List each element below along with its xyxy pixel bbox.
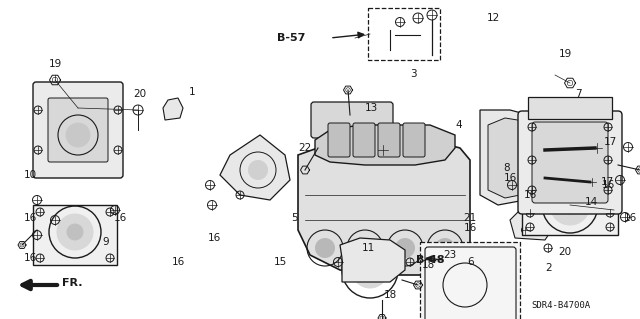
Text: 3: 3 — [410, 69, 416, 79]
Text: 16: 16 — [24, 213, 36, 223]
Polygon shape — [163, 98, 183, 120]
Text: 8: 8 — [504, 163, 510, 173]
FancyBboxPatch shape — [311, 102, 393, 138]
Text: 18: 18 — [383, 290, 397, 300]
Text: 16: 16 — [463, 223, 477, 233]
Circle shape — [395, 238, 415, 258]
Text: 17: 17 — [600, 177, 614, 187]
Text: 16: 16 — [113, 213, 127, 223]
Text: 18: 18 — [421, 260, 435, 270]
FancyBboxPatch shape — [320, 126, 384, 179]
Text: 19: 19 — [558, 49, 572, 59]
Text: 13: 13 — [364, 103, 378, 113]
Text: 4: 4 — [456, 120, 462, 130]
Polygon shape — [488, 118, 542, 198]
FancyBboxPatch shape — [328, 123, 350, 157]
Text: 6: 6 — [468, 257, 474, 267]
FancyBboxPatch shape — [33, 205, 117, 265]
Circle shape — [248, 160, 268, 180]
FancyBboxPatch shape — [518, 111, 622, 214]
Text: 12: 12 — [486, 13, 500, 23]
Text: 23: 23 — [444, 250, 456, 260]
Text: 16: 16 — [524, 190, 536, 200]
Text: 16: 16 — [602, 180, 614, 190]
Polygon shape — [220, 135, 290, 200]
Text: 1: 1 — [189, 87, 195, 97]
Text: 16: 16 — [207, 233, 221, 243]
Text: 16: 16 — [504, 173, 516, 183]
Text: 16: 16 — [172, 257, 184, 267]
Text: 21: 21 — [463, 213, 477, 223]
Text: 16: 16 — [24, 253, 36, 263]
Circle shape — [550, 185, 590, 225]
Text: 14: 14 — [584, 197, 598, 207]
Text: B-48: B-48 — [417, 255, 445, 265]
FancyBboxPatch shape — [48, 98, 108, 162]
Text: 19: 19 — [49, 59, 61, 69]
Polygon shape — [480, 110, 555, 205]
Polygon shape — [340, 238, 405, 282]
Text: 11: 11 — [362, 243, 374, 253]
Text: 5: 5 — [292, 213, 298, 223]
Circle shape — [67, 224, 83, 240]
Text: 16: 16 — [623, 213, 637, 223]
Polygon shape — [315, 125, 455, 165]
Text: 22: 22 — [298, 143, 312, 153]
FancyBboxPatch shape — [33, 82, 123, 178]
FancyBboxPatch shape — [420, 242, 520, 319]
Circle shape — [352, 252, 388, 288]
Polygon shape — [298, 140, 470, 275]
Text: B-57: B-57 — [276, 33, 305, 43]
Text: 20: 20 — [559, 247, 572, 257]
Text: 10: 10 — [24, 170, 36, 180]
Text: FR.: FR. — [62, 278, 83, 288]
FancyBboxPatch shape — [528, 97, 612, 119]
Polygon shape — [540, 105, 600, 215]
Polygon shape — [510, 210, 555, 240]
Circle shape — [355, 238, 375, 258]
Circle shape — [561, 196, 579, 214]
Text: 15: 15 — [273, 257, 287, 267]
Circle shape — [57, 214, 93, 250]
Text: 17: 17 — [604, 137, 616, 147]
Text: 9: 9 — [102, 237, 109, 247]
Circle shape — [362, 262, 378, 278]
Text: 20: 20 — [133, 89, 147, 99]
Text: SDR4-B4700A: SDR4-B4700A — [531, 300, 590, 309]
Text: 7: 7 — [575, 89, 581, 99]
FancyBboxPatch shape — [532, 122, 608, 203]
Text: 2: 2 — [546, 263, 552, 273]
FancyBboxPatch shape — [378, 123, 400, 157]
Circle shape — [66, 123, 90, 147]
FancyBboxPatch shape — [305, 168, 399, 194]
FancyBboxPatch shape — [403, 123, 425, 157]
FancyBboxPatch shape — [522, 205, 618, 235]
FancyBboxPatch shape — [353, 123, 375, 157]
Circle shape — [315, 238, 335, 258]
Circle shape — [435, 238, 455, 258]
